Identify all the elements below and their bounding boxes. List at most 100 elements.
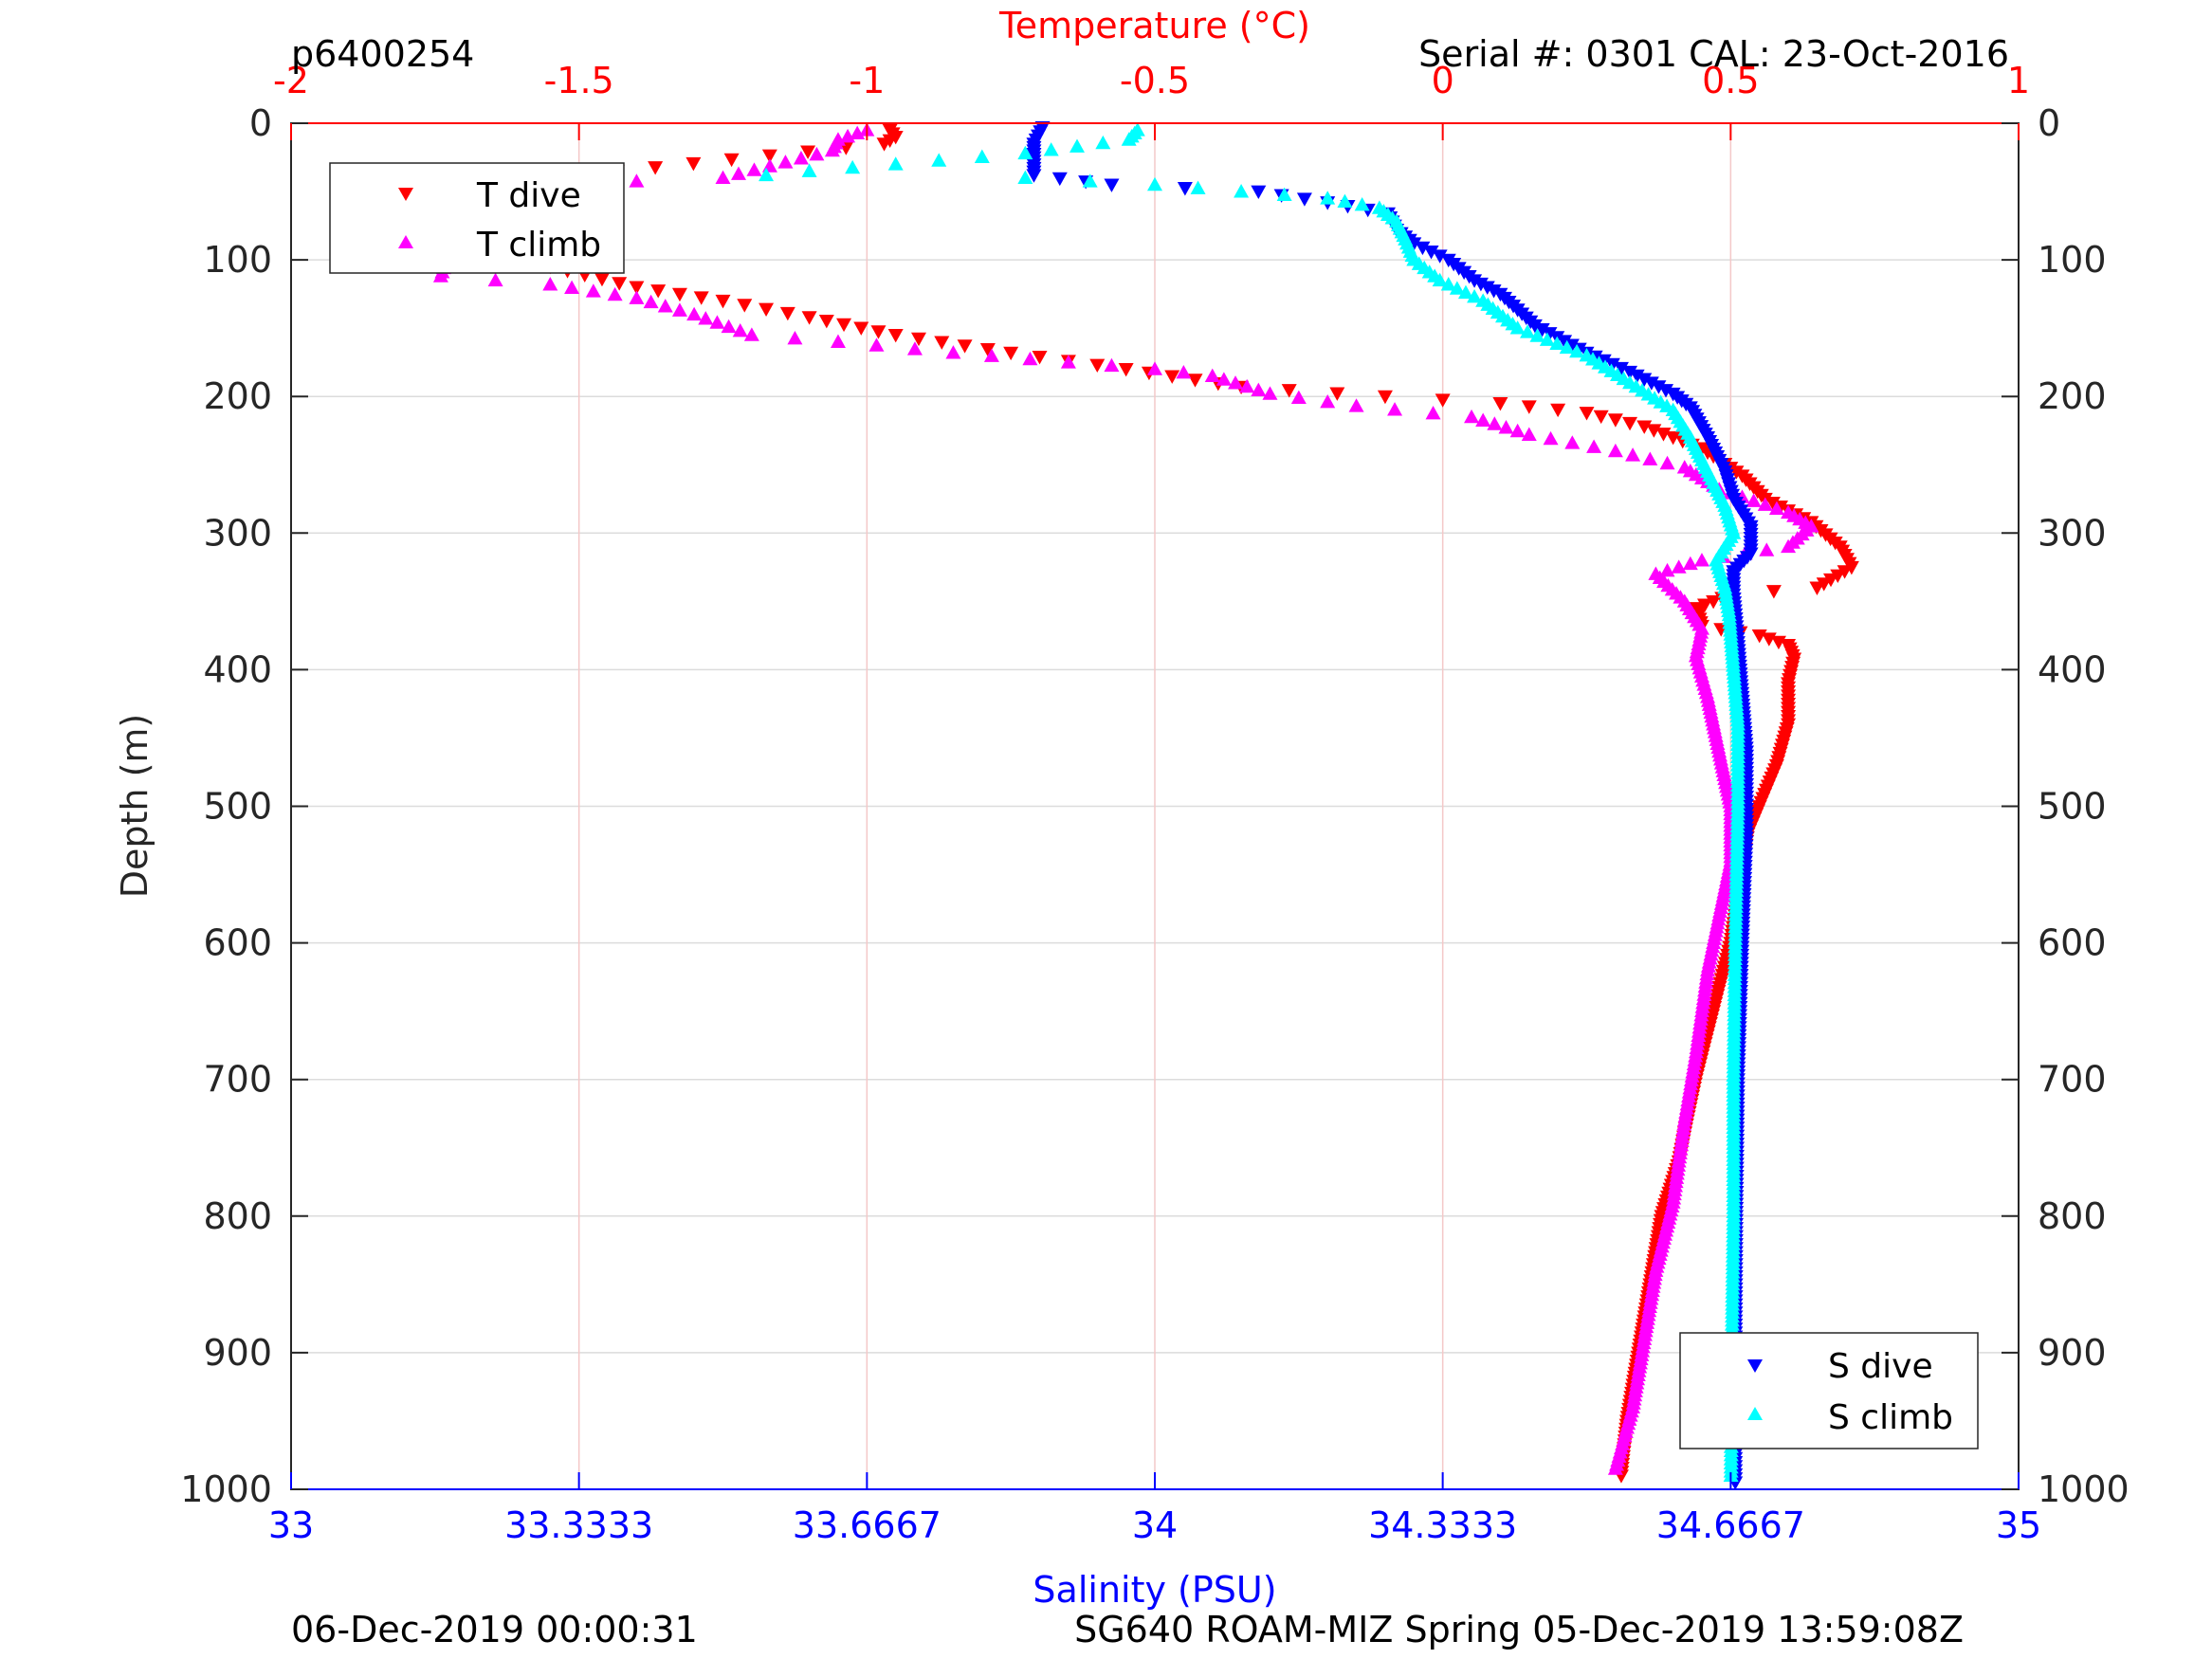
depth-axis-title: Depth (m) — [114, 714, 155, 899]
data-point — [1320, 191, 1336, 205]
data-point — [1348, 398, 1364, 412]
data-point — [1296, 192, 1312, 207]
data-point — [1190, 180, 1206, 194]
depth-tick-label-right: 300 — [2038, 512, 2107, 554]
data-point — [1415, 241, 1431, 256]
depth-tick-label-right: 100 — [2038, 239, 2107, 281]
data-point — [732, 323, 748, 337]
depth-tick-label-right: 500 — [2038, 786, 2107, 828]
data-point — [793, 151, 809, 165]
data-point — [1593, 410, 1609, 425]
data-point — [1467, 274, 1483, 288]
data-point — [801, 163, 817, 177]
data-point — [487, 272, 503, 287]
data-point — [1251, 185, 1267, 200]
data-point — [1607, 443, 1623, 458]
temperature-tick-label: 0 — [1432, 60, 1454, 101]
data-point — [759, 302, 775, 317]
data-point — [818, 314, 834, 329]
data-point — [1693, 553, 1709, 567]
data-point — [721, 319, 737, 334]
series-s-climb — [759, 122, 1746, 1482]
temperature-tick-label: 1 — [2007, 60, 2030, 101]
data-point — [1017, 145, 1033, 160]
legend-temperature: T dive T climb — [329, 162, 625, 274]
data-point — [693, 291, 709, 305]
data-point — [1337, 193, 1353, 209]
data-point — [1486, 284, 1502, 299]
salinity-tick-label: 34.6667 — [1656, 1504, 1805, 1546]
data-point — [1104, 178, 1120, 192]
data-point — [715, 294, 731, 309]
data-point — [931, 153, 947, 167]
data-point — [1549, 336, 1565, 351]
data-point — [709, 315, 725, 329]
data-point — [542, 277, 558, 291]
data-point — [1665, 431, 1681, 446]
data-point — [1104, 357, 1120, 373]
data-point — [1432, 249, 1448, 264]
data-point — [887, 328, 904, 343]
data-point — [1521, 427, 1537, 441]
data-point — [1051, 172, 1068, 187]
data-point — [1542, 327, 1558, 341]
data-point — [1449, 281, 1465, 295]
data-point — [1187, 374, 1203, 388]
data-point — [779, 306, 795, 321]
salinity-axis-title: Salinity (PSU) — [1033, 1569, 1276, 1611]
depth-tick-label-left: 600 — [203, 922, 272, 964]
data-point — [737, 299, 753, 313]
temperature-tick-label: -1 — [849, 60, 885, 101]
data-point — [979, 342, 996, 357]
data-point — [1539, 332, 1555, 346]
data-point — [686, 306, 703, 321]
data-point — [1830, 569, 1846, 583]
data-point — [1329, 387, 1345, 401]
data-point — [715, 170, 731, 185]
data-point — [974, 149, 990, 163]
depth-tick-label-left: 100 — [203, 239, 272, 281]
data-point — [1607, 1461, 1623, 1475]
data-point — [1557, 335, 1573, 349]
data-point — [845, 159, 861, 174]
depth-tick-label-left: 700 — [203, 1059, 272, 1101]
depth-tick-label-left: 900 — [203, 1332, 272, 1374]
depth-tick-label-left: 400 — [203, 648, 272, 690]
data-point — [983, 348, 999, 362]
data-point — [1003, 346, 1019, 361]
data-point — [1768, 501, 1784, 516]
data-point — [887, 156, 904, 171]
data-point — [1529, 328, 1545, 342]
data-point — [957, 339, 973, 354]
depth-tick-label-left: 500 — [203, 786, 272, 828]
series-layer — [421, 120, 1859, 1490]
data-point — [1487, 416, 1503, 430]
data-point — [801, 311, 817, 325]
legend-t-climb-marker — [398, 235, 413, 248]
data-point — [910, 332, 926, 347]
legend-temperature-box — [329, 162, 625, 274]
data-point — [906, 341, 923, 356]
legend-s-dive-marker — [1747, 1359, 1763, 1373]
data-point — [1432, 272, 1448, 287]
data-point — [723, 153, 740, 168]
data-point — [1643, 376, 1659, 391]
data-point — [1423, 246, 1439, 260]
data-point — [1659, 562, 1675, 577]
legend-s-climb-label: S climb — [1828, 1398, 1953, 1437]
data-point — [607, 286, 623, 301]
data-point — [1559, 339, 1575, 355]
data-point — [671, 287, 687, 302]
data-point — [1377, 390, 1393, 405]
depth-tick-label-left: 0 — [249, 102, 272, 144]
serial-cal-label: Serial #: 0301 CAL: 23-Oct-2016 — [1418, 33, 2009, 75]
data-point — [1290, 390, 1307, 405]
footer-timestamp: 06-Dec-2019 00:00:31 — [291, 1609, 698, 1650]
data-point — [1032, 351, 1048, 365]
data-point — [1607, 413, 1623, 428]
data-point — [1837, 565, 1853, 579]
data-point — [746, 162, 762, 176]
salinity-tick-label: 34.3333 — [1368, 1504, 1517, 1546]
data-point — [1060, 355, 1076, 369]
